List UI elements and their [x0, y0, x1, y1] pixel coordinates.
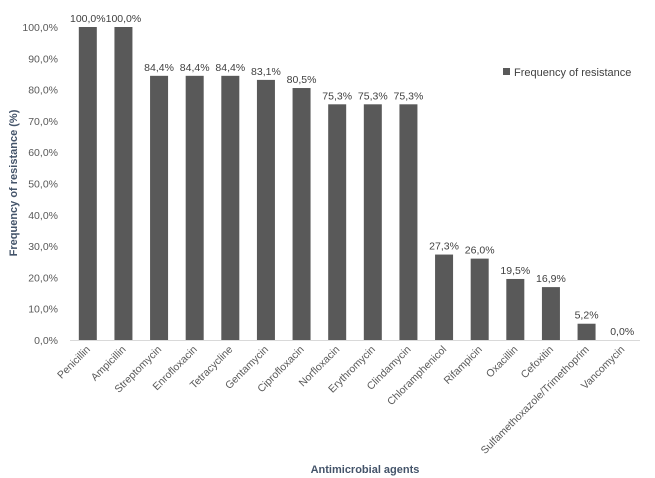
x-axis-title: Antimicrobial agents	[311, 464, 420, 476]
y-tick-label: 40,0%	[28, 210, 58, 222]
y-tick-label: 100,0%	[22, 22, 58, 34]
data-label: 16,9%	[536, 273, 566, 285]
x-tick-label: Oxacillin	[484, 344, 521, 381]
y-tick-label: 80,0%	[28, 85, 58, 97]
legend-label: Frequency of resistance	[514, 67, 631, 79]
data-label: 84,4%	[215, 62, 245, 74]
data-label: 5,2%	[575, 310, 599, 322]
y-tick-label: 0,0%	[34, 335, 58, 347]
bar	[78, 27, 97, 340]
data-label: 84,4%	[144, 62, 174, 74]
y-tick-label: 10,0%	[28, 304, 58, 316]
legend-swatch	[503, 68, 510, 75]
data-label: 0,0%	[610, 326, 634, 338]
bar	[399, 104, 418, 340]
x-tick-label: Penicillin	[55, 344, 93, 382]
y-tick-label: 50,0%	[28, 179, 58, 191]
bar	[506, 278, 525, 340]
data-label: 75,3%	[358, 90, 388, 102]
data-labels: 100,0% 100,0% 84,4% 84,4% 84,4% 83,1% 80,5% 75,…	[70, 13, 634, 338]
data-label: 100,0%	[106, 13, 142, 25]
y-axis-title: Frequency of resistance (%)	[8, 109, 20, 256]
data-label: 75,3%	[322, 90, 352, 102]
data-label: 83,1%	[251, 66, 281, 78]
data-label: 75,3%	[394, 90, 424, 102]
bars	[78, 27, 596, 340]
bar	[185, 75, 204, 340]
legend: Frequency of resistance	[503, 67, 631, 79]
bar	[221, 75, 240, 340]
y-axis-ticks: 0,0% 10,0% 20,0% 30,0% 40,0% 50,0% 60,0% 70,0% 8…	[22, 22, 58, 347]
data-label: 84,4%	[180, 62, 210, 74]
y-tick-label: 60,0%	[28, 147, 58, 159]
x-axis-ticks: PenicillinAmpicillinStreptomycinEnroflox…	[55, 343, 627, 456]
bar	[328, 104, 347, 340]
bar	[256, 79, 275, 340]
bar	[363, 104, 382, 340]
data-label: 100,0%	[70, 13, 106, 25]
y-tick-label: 70,0%	[28, 116, 58, 128]
y-tick-label: 30,0%	[28, 241, 58, 253]
bar	[292, 88, 311, 340]
bar	[577, 323, 596, 340]
bar	[435, 254, 454, 340]
data-label: 19,5%	[500, 265, 530, 277]
bar	[541, 287, 560, 340]
x-tick-label: Rifampicin	[442, 344, 485, 387]
bar	[114, 27, 133, 340]
data-label: 80,5%	[287, 74, 317, 86]
bar	[150, 75, 169, 340]
y-tick-label: 20,0%	[28, 272, 58, 284]
bar	[470, 258, 489, 340]
data-label: 27,3%	[429, 241, 459, 253]
y-tick-label: 90,0%	[28, 53, 58, 65]
data-label: 26,0%	[465, 245, 495, 257]
